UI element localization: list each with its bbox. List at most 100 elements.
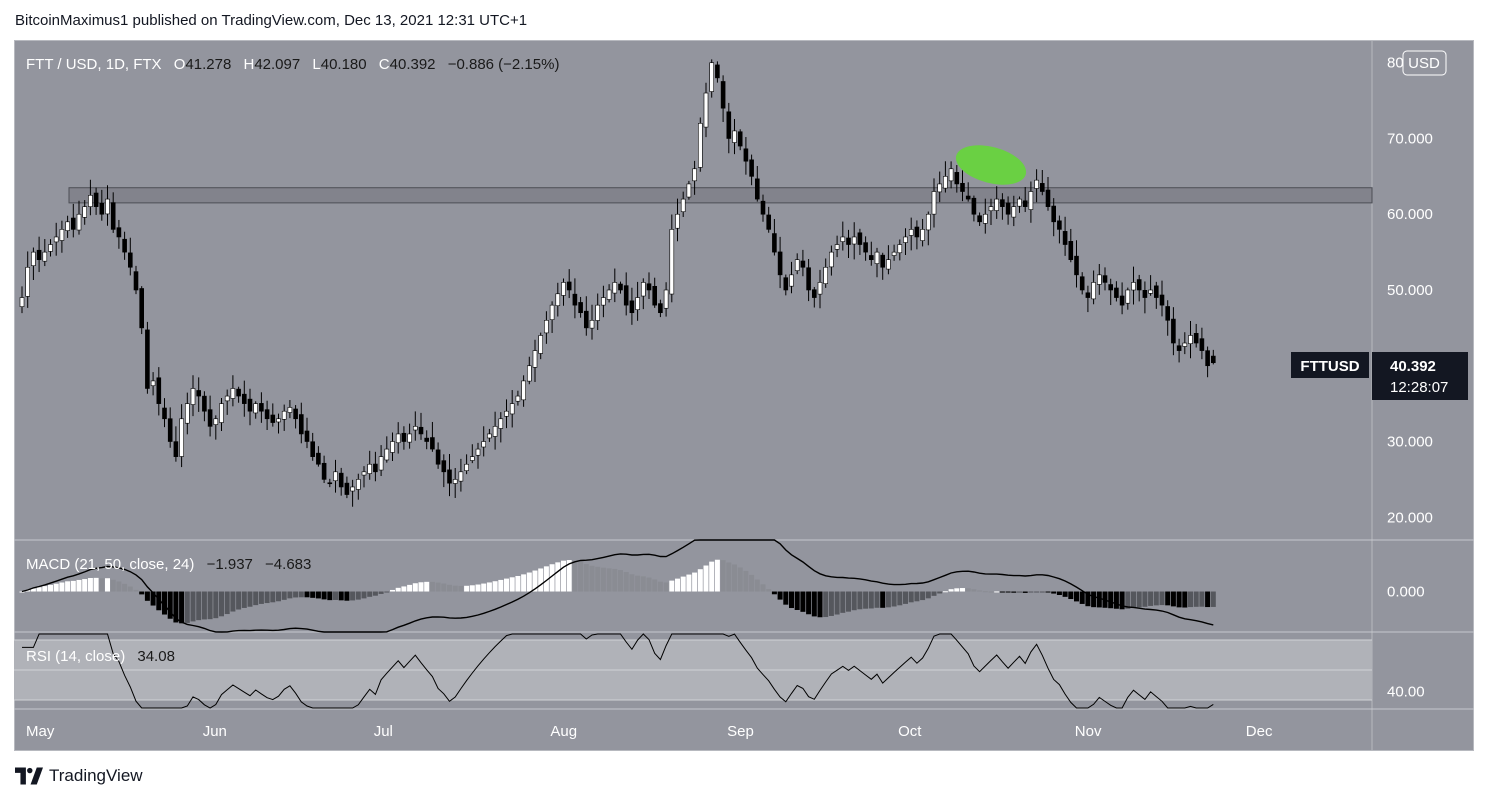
time-axis-label: Jun (203, 723, 227, 740)
macd-histogram-bar (367, 591, 373, 597)
macd-histogram-bar (606, 568, 612, 592)
macd-histogram-bar (760, 584, 766, 592)
macd-histogram-bar (1188, 591, 1193, 608)
candle (715, 61, 720, 83)
macd-histogram-bar (464, 585, 470, 592)
candle (851, 222, 857, 260)
macd-histogram-bar (424, 581, 430, 592)
macd-histogram-bar (811, 591, 817, 617)
candle (190, 375, 196, 417)
macd-histogram-bar (70, 580, 76, 592)
candle (19, 286, 25, 314)
candle (652, 277, 658, 308)
candle (59, 220, 65, 253)
candle (532, 339, 538, 382)
macd-histogram-bar (162, 591, 167, 615)
last-price-symbol: FTTUSD (1300, 358, 1359, 375)
candle (270, 403, 276, 427)
macd-histogram-bar (247, 591, 253, 607)
candle (954, 165, 960, 193)
legend-high-label: H (243, 56, 254, 73)
candle (36, 236, 42, 273)
macd-histogram-bar (515, 575, 521, 592)
macd-histogram-bar (435, 582, 441, 592)
macd-histogram-bar (908, 591, 914, 603)
candle (53, 222, 59, 256)
rsi-axis-tick: 40.00 (1387, 683, 1425, 700)
footer: TradingView (15, 766, 143, 786)
macd-histogram-bar (1096, 591, 1102, 608)
macd-legend-title: MACD (21, 50, close, 24) (26, 556, 194, 573)
candle (276, 413, 281, 434)
macd-histogram-bar (857, 591, 863, 610)
macd-histogram-bar (236, 591, 242, 610)
macd-histogram-bar (942, 591, 948, 593)
candle (1159, 280, 1165, 317)
macd-histogram-bar (714, 559, 720, 592)
candle (373, 451, 378, 482)
macd-legend-value-2: −4.683 (265, 556, 311, 573)
candle (31, 247, 36, 281)
macd-histogram-bar (481, 583, 487, 592)
macd-histogram-bar (600, 567, 606, 592)
macd-histogram-bar (868, 591, 874, 609)
candle (133, 265, 139, 295)
macd-histogram-bar (709, 561, 715, 592)
candle (412, 411, 418, 441)
macd-histogram-bar (652, 579, 658, 592)
macd-histogram-bar (116, 581, 122, 592)
macd-histogram-bar (1193, 591, 1199, 607)
candle (1068, 228, 1074, 263)
candle (464, 454, 469, 475)
ftt-usd-chart[interactable]: 0.000 40.00 20.00030.00040.00050.00060.0… (14, 40, 1474, 751)
macd-histogram-bar (355, 591, 361, 600)
currency-button-label: USD (1408, 55, 1440, 72)
macd-histogram-bar (509, 577, 515, 592)
candle (48, 239, 53, 257)
candle (1154, 281, 1159, 309)
macd-histogram-bar (1051, 591, 1057, 594)
macd-histogram-bar (965, 588, 971, 592)
macd-histogram-bar (538, 568, 544, 592)
candle (749, 154, 754, 186)
macd-histogram-bar (1182, 591, 1188, 608)
price-axis-tick: 30.000 (1387, 434, 1433, 451)
macd-histogram-bar (59, 582, 65, 592)
macd-histogram-bar (937, 591, 943, 594)
macd-histogram-bar (304, 591, 310, 598)
macd-histogram-bar (1136, 591, 1142, 608)
macd-histogram-bar (1045, 591, 1051, 593)
macd-histogram-bar (486, 582, 492, 592)
candle (931, 178, 937, 228)
candle (1148, 275, 1153, 296)
candle (994, 186, 1000, 219)
macd-histogram-bar (264, 591, 270, 604)
candle (1000, 193, 1005, 220)
candle (1199, 327, 1205, 360)
candle (145, 321, 150, 394)
time-axis-label: Jul (374, 723, 393, 740)
candle (1102, 267, 1108, 291)
candle (1114, 281, 1119, 302)
candle (623, 272, 629, 316)
macd-histogram-bar (213, 591, 219, 619)
macd-histogram-bar (344, 591, 350, 601)
candle (105, 185, 110, 226)
candle (65, 215, 70, 238)
candle (863, 236, 868, 261)
candle (122, 231, 127, 260)
macd-histogram-bar (293, 591, 299, 598)
macd-histogram-bar (988, 591, 994, 593)
currency-button[interactable]: USD (1402, 50, 1447, 76)
candle (789, 261, 794, 294)
candle (1005, 196, 1011, 225)
candle (1079, 272, 1085, 295)
macd-histogram-bar (139, 591, 145, 595)
candle (1040, 170, 1045, 196)
candle (390, 432, 395, 462)
candle (156, 367, 162, 416)
candle (281, 404, 287, 431)
candle (1131, 266, 1136, 305)
candle (829, 245, 834, 276)
candle (1125, 287, 1131, 310)
